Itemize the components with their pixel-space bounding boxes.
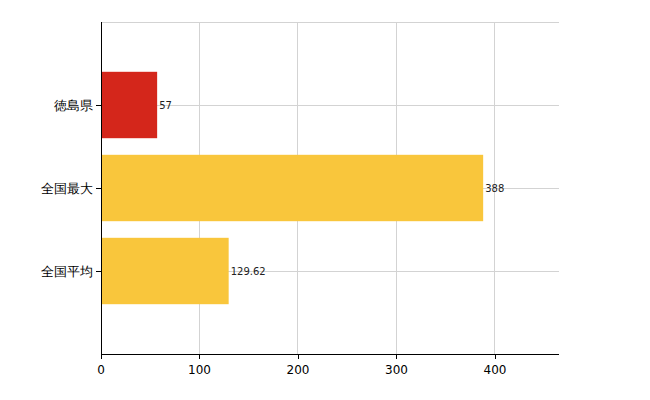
category-label: 徳島県 [54,98,93,113]
category-label: 全国最大 [41,181,93,196]
y-axis [101,22,102,354]
bar [101,155,483,221]
data-label: 388 [485,183,504,194]
bars [101,72,483,304]
data-label: 57 [159,100,172,111]
chart: 57 388 129.62 0 100 200 300 400 徳島県全国最大全国平均 [0,0,650,400]
x-tick [101,354,102,359]
x-tick-label: 200 [287,363,310,377]
grid-line-frame [101,22,559,23]
x-tick [495,354,496,359]
category-label: 全国平均 [41,264,93,279]
data-label: 129.62 [231,266,266,277]
x-tick [298,354,299,359]
x-tick-label: 0 [97,363,105,377]
x-tick [199,354,200,359]
bar [101,238,229,304]
bar [101,72,157,138]
y-tick [96,188,101,189]
x-tick-label: 300 [385,363,408,377]
x-axis [101,354,559,355]
y-tick [96,271,101,272]
x-tick-label: 100 [188,363,211,377]
x-tick-label: 400 [484,363,507,377]
x-tick [396,354,397,359]
y-tick [96,105,101,106]
